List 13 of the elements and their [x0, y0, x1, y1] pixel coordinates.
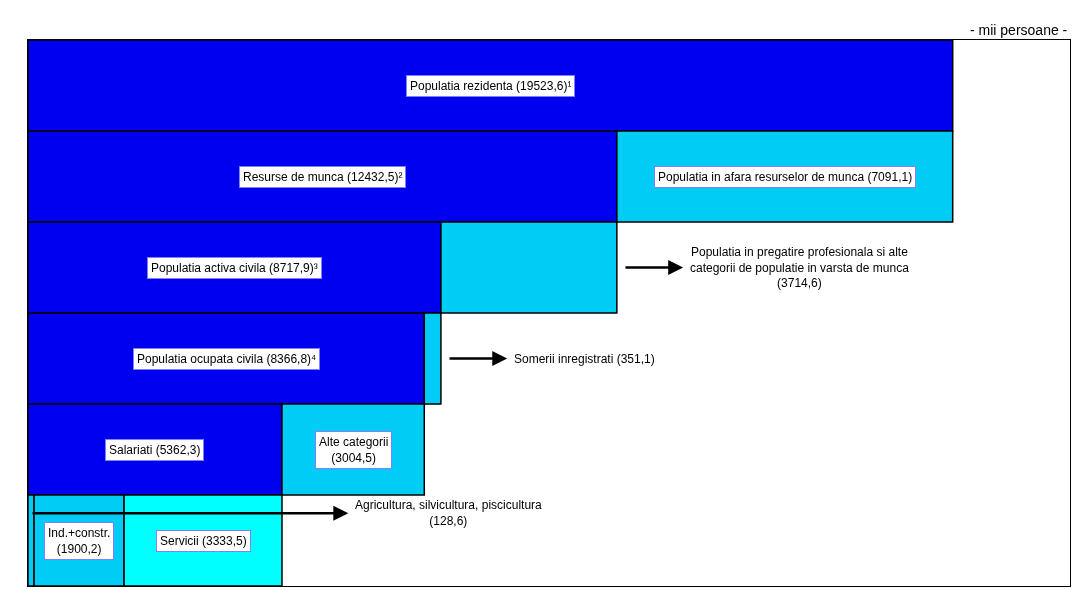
data-label: Populatia in pregatire profesionala si alte categorii de populatie in varsta de munca (3714,6) [690, 245, 910, 291]
data-label: Ind.+constr. (1900,2) [48, 526, 111, 556]
data-label: Populatia rezidenta (19523,6)¹ [410, 79, 572, 93]
data-label: Alte categorii (3004,5) [319, 435, 389, 465]
data-label: Agricultura, silvicultura, piscicultura (128,6) [355, 498, 543, 528]
data-label: Servicii (3333,5) [160, 534, 247, 548]
data-label: Resurse de munca (12432,5)² [243, 170, 403, 184]
text: - mii persoane - [970, 22, 1068, 38]
data-label: Populatia activa civila (8717,9)³ [151, 261, 318, 275]
data-label: Somerii inregistrati (351,1) [514, 352, 655, 366]
data-label: Populatia ocupata civila (8366,8)⁴ [137, 352, 317, 366]
data-label: Populatia in afara resurselor de munca (7091,1) [658, 170, 913, 184]
data-label: Salariati (5362,3) [109, 443, 201, 457]
